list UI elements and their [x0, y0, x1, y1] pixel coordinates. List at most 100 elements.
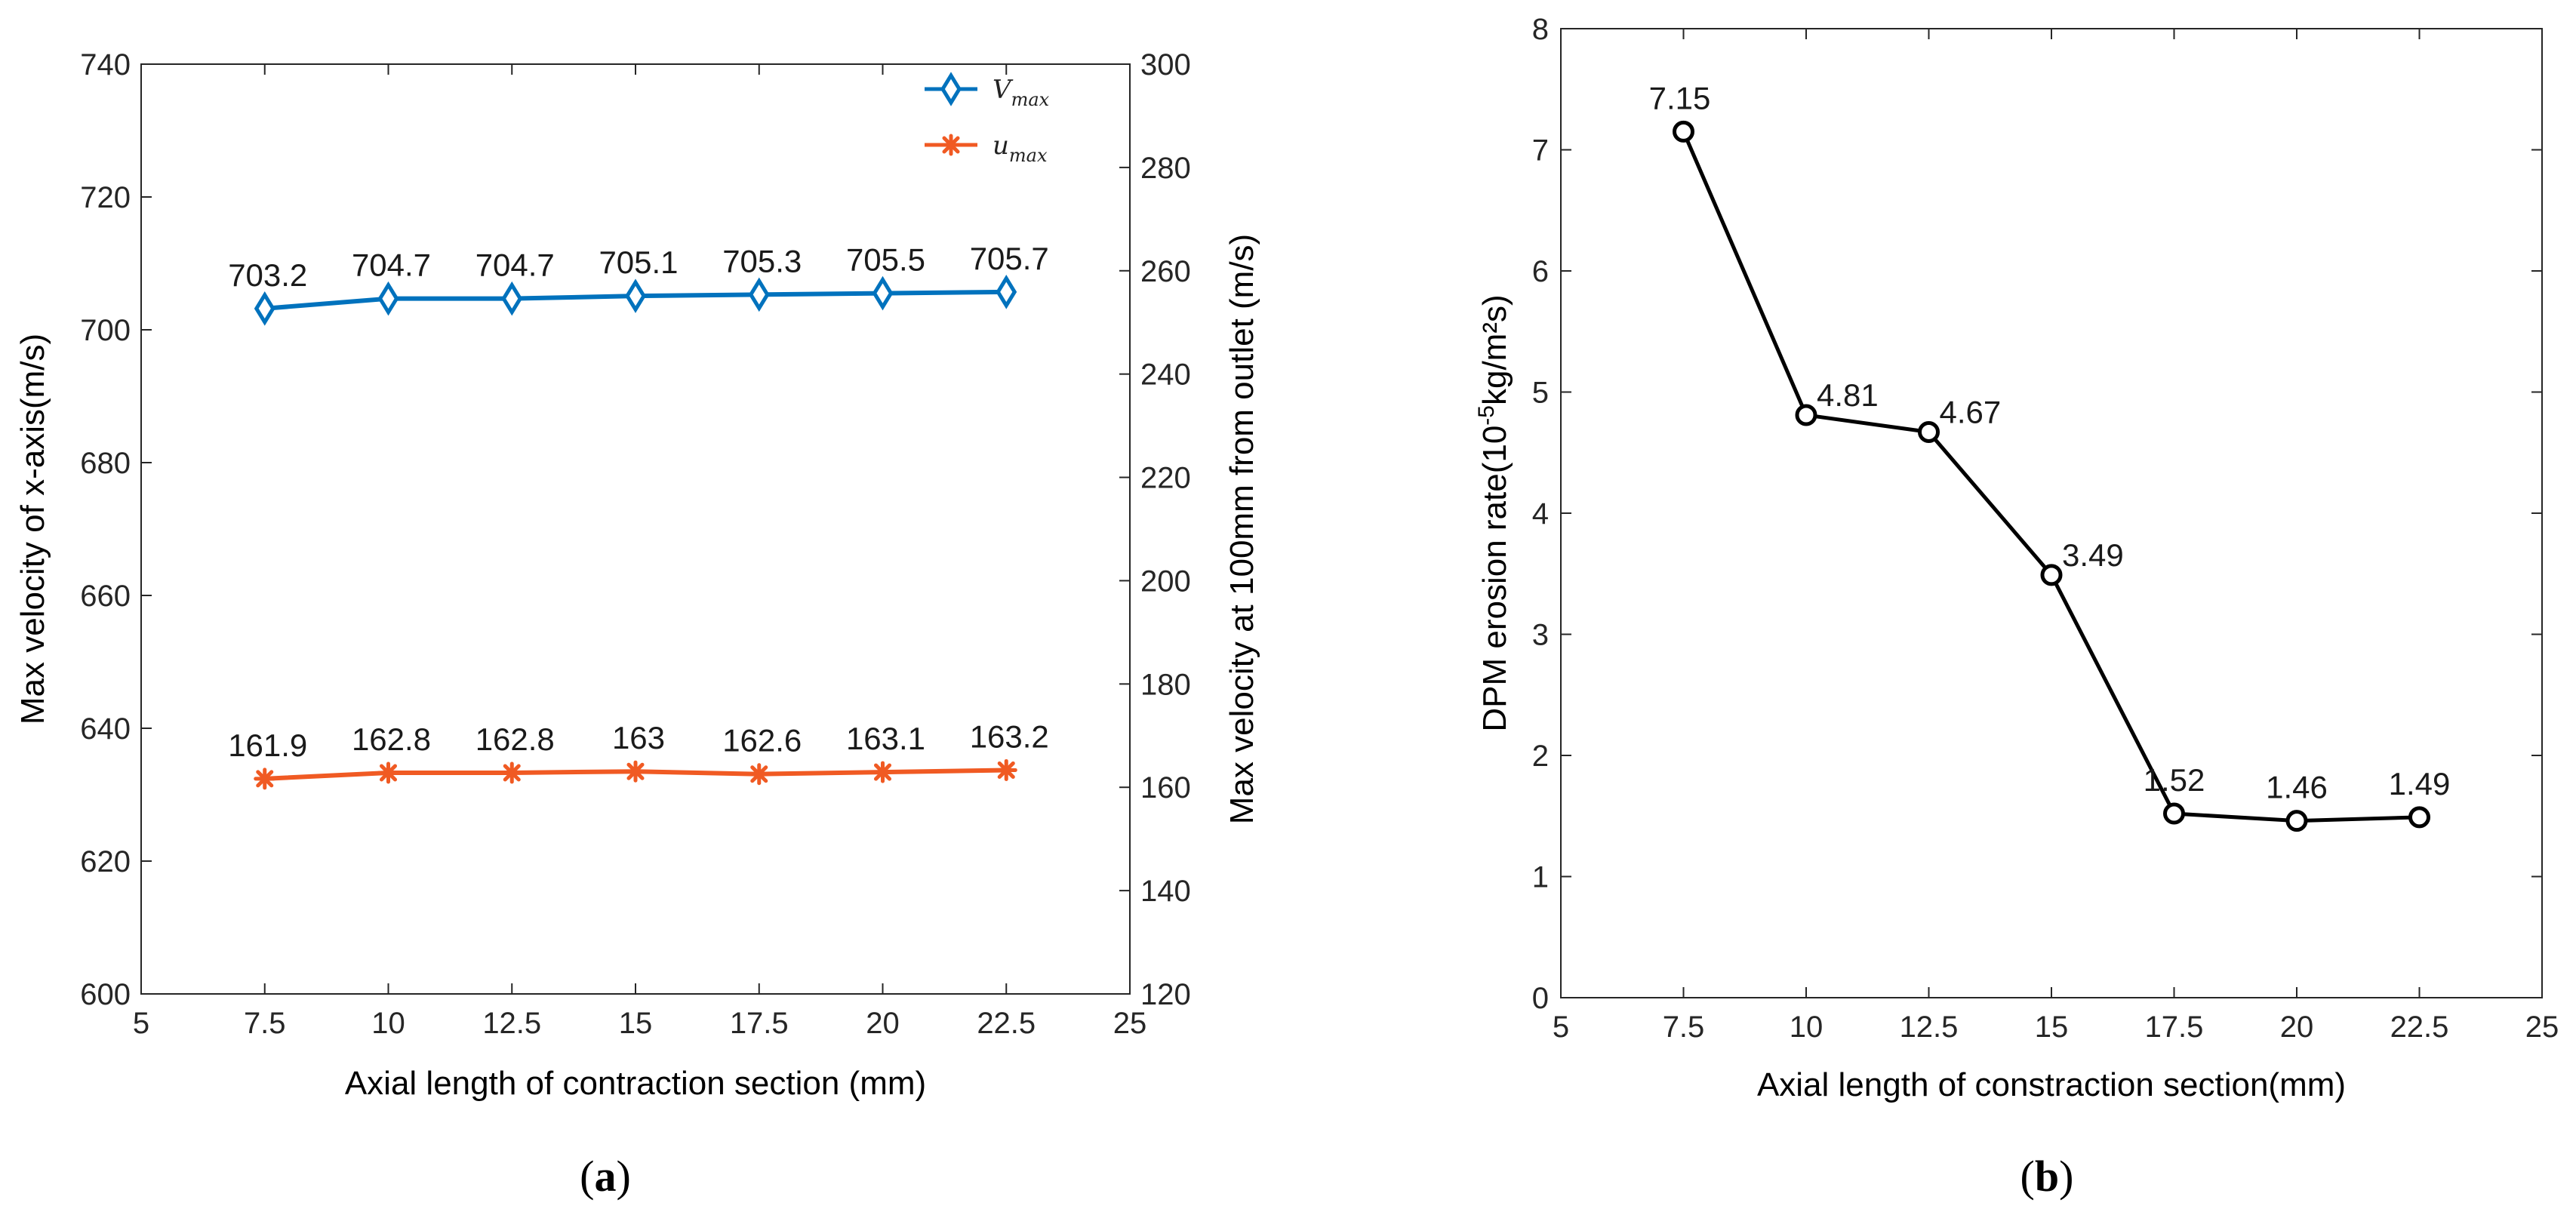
y-tick-label-b: 2: [1532, 740, 1549, 773]
marker-V_max: [501, 281, 523, 316]
x-tick-label-b: 25: [2525, 1011, 2559, 1044]
legend-label-subscript: max: [1011, 89, 1050, 110]
caption-letter: a: [595, 1152, 617, 1201]
legend-marker-V_max: [940, 72, 962, 106]
y-left-tick-label-a: 660: [80, 580, 131, 613]
data-label-u_max: 162.8: [352, 721, 431, 757]
caption-letter: b: [2035, 1152, 2059, 1201]
y-tick-label-b: 4: [1532, 497, 1549, 531]
marker-V_max: [996, 275, 1017, 309]
legend-label-subscript: max: [1009, 145, 1048, 166]
data-label-V_max: 704.7: [475, 248, 555, 283]
caption-paren: (: [580, 1152, 594, 1201]
y-right-tick-label-a: 280: [1140, 152, 1191, 185]
y-tick-label-b: 1: [1532, 861, 1549, 894]
marker-u_max: [872, 761, 894, 783]
marker-u_max-stroke: [256, 770, 274, 788]
marker-erosion: [2163, 802, 2185, 825]
x-tick-label-a: 10: [371, 1007, 405, 1040]
legend-label-base: V: [993, 75, 1014, 105]
data-label-u_max: 163: [612, 720, 665, 755]
y-axis-label-part: DPM erosion rate(10: [1476, 426, 1513, 732]
marker-u_max-stroke: [626, 762, 645, 780]
x-tick-label-b: 15: [2035, 1011, 2069, 1044]
data-label-V_max: 705.3: [722, 243, 802, 278]
x-tick-label-b: 22.5: [2390, 1011, 2449, 1044]
marker-u_max: [500, 761, 523, 784]
caption-a: (a): [580, 1152, 631, 1201]
marker-erosion: [2040, 564, 2063, 586]
y-tick-label-b: 6: [1532, 255, 1549, 288]
y-right-tick-label-a: 120: [1140, 978, 1191, 1011]
y-left-axis-label-a: Max velocity of x-axis(m/s): [14, 334, 51, 724]
y-right-tick-label-a: 160: [1140, 771, 1191, 804]
y-right-tick-label-a: 240: [1140, 358, 1191, 392]
data-label-V_max: 703.2: [228, 257, 307, 293]
x-tick-label-a: 7.5: [244, 1007, 286, 1040]
y-axis-label-part: -5: [1474, 405, 1499, 426]
marker-erosion: [1673, 120, 1694, 143]
y-axis-label-part: kg/m²s): [1476, 294, 1513, 405]
x-tick-label-a: 15: [619, 1007, 653, 1040]
x-tick-label-b: 10: [1790, 1011, 1824, 1044]
marker-u_max: [748, 763, 771, 786]
legend-marker-u_max: [940, 134, 962, 156]
y-left-tick-label-a: 640: [80, 712, 131, 746]
marker-u_max-stroke: [997, 761, 1015, 779]
marker-u_max-stroke: [874, 763, 891, 781]
x-tick-label-b: 17.5: [2145, 1011, 2204, 1044]
caption-paren: (: [2020, 1152, 2035, 1201]
marker-u_max-stroke: [503, 764, 521, 782]
data-label-V_max: 704.7: [352, 248, 431, 283]
data-label-erosion: 1.49: [2389, 766, 2451, 801]
y-right-tick-label-a: 260: [1140, 255, 1191, 288]
marker-u_max: [377, 761, 399, 784]
marker-erosion: [2408, 806, 2430, 829]
x-tick-label-b: 12.5: [1900, 1011, 1959, 1044]
y-tick-label-b: 5: [1532, 377, 1549, 410]
marker-V_max: [377, 281, 399, 316]
legend-label-V_max: Vmax: [993, 75, 1050, 110]
y-right-tick-label-a: 180: [1140, 668, 1191, 701]
y-tick-label-b: 0: [1532, 982, 1549, 1015]
y-tick-label-b: 3: [1532, 619, 1549, 652]
data-label-u_max: 162.6: [722, 723, 802, 758]
caption-b: (b): [2020, 1152, 2074, 1201]
legend-marker-u_max-stroke: [942, 136, 960, 154]
data-label-erosion: 1.52: [2144, 762, 2205, 798]
data-label-u_max: 163.2: [970, 718, 1049, 754]
x-tick-label-a: 17.5: [730, 1007, 789, 1040]
y-axis-label-b: DPM erosion rate(10-5kg/m²s): [1474, 294, 1513, 731]
plot-frame-a: [140, 63, 1131, 995]
x-tick-label-a: 20: [866, 1007, 900, 1040]
data-label-V_max: 705.7: [970, 241, 1049, 276]
data-label-u_max: 162.8: [475, 721, 555, 757]
caption-paren: ): [2059, 1152, 2073, 1201]
y-left-tick-label-a: 700: [80, 314, 131, 347]
y-left-tick-label-a: 620: [80, 845, 131, 878]
y-right-tick-label-a: 140: [1140, 875, 1191, 908]
y-left-tick-label-a: 680: [80, 447, 131, 480]
x-tick-label-a: 12.5: [482, 1007, 541, 1040]
legend-label-u_max: umax: [993, 131, 1048, 166]
plot-frame-b: [1560, 28, 2543, 998]
data-label-u_max: 161.9: [228, 728, 307, 763]
marker-V_max: [254, 291, 275, 326]
series-line-erosion: [1682, 131, 2420, 823]
marker-V_max: [748, 277, 770, 312]
y-right-tick-label-a: 300: [1140, 48, 1191, 82]
x-tick-label-a: 5: [133, 1007, 149, 1040]
data-label-erosion: 3.49: [2062, 537, 2124, 573]
x-tick-label-b: 20: [2280, 1011, 2314, 1044]
x-axis-label-b: Axial length of constraction section(mm): [1757, 1066, 2346, 1103]
x-tick-label-b: 5: [1553, 1011, 1569, 1044]
y-tick-label-b: 8: [1532, 13, 1549, 46]
data-label-u_max: 163.1: [846, 721, 925, 756]
data-label-erosion: 1.46: [2266, 770, 2328, 805]
marker-u_max-stroke: [750, 765, 768, 783]
x-tick-label-a: 22.5: [977, 1007, 1036, 1040]
y-right-axis-label-a: Max velocity at 100mm from outlet (m/s): [1223, 234, 1260, 824]
y-left-tick-label-a: 600: [80, 978, 131, 1011]
y-left-tick-label-a: 720: [80, 181, 131, 214]
